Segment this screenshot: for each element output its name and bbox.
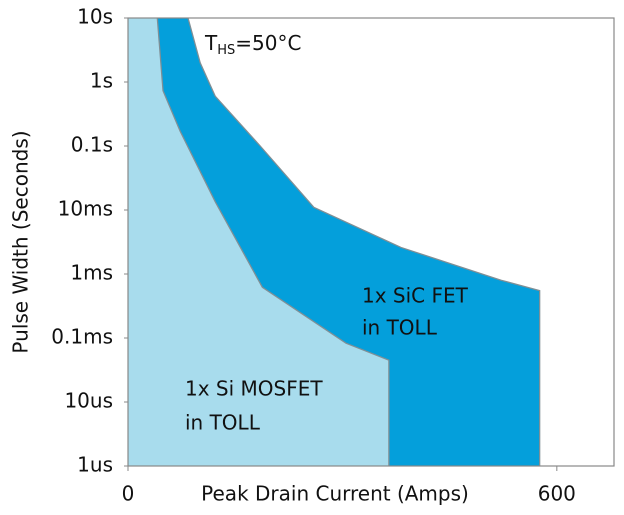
- y-tick-label: 10s: [77, 5, 113, 29]
- y-tick-label: 0.1s: [71, 133, 113, 157]
- sic-label: 1x SiC FET: [362, 284, 469, 308]
- annotation-subscript: HS: [217, 43, 235, 58]
- y-tick-label: 1s: [90, 69, 113, 93]
- y-tick-label: 1ms: [70, 261, 113, 285]
- sic-label: in TOLL: [362, 316, 438, 340]
- annotation-text: =50°C: [235, 31, 301, 55]
- plot-frame: [127, 17, 615, 467]
- x-tick-label: 0: [122, 482, 135, 506]
- x-tick-label: 600: [538, 482, 576, 506]
- annotation-text: T: [204, 31, 218, 55]
- area-boundary: [187, 17, 541, 466]
- plot-area: [128, 17, 541, 466]
- si-label: in TOLL: [185, 411, 261, 435]
- si-label: 1x Si MOSFET: [185, 377, 323, 401]
- area-boundary: [156, 17, 390, 466]
- y-tick-label: 1us: [77, 453, 113, 477]
- condition-annotation: THS=50°C: [204, 31, 301, 58]
- y-axis-title: Pulse Width (Seconds): [9, 130, 33, 353]
- y-tick-label: 10us: [64, 389, 113, 413]
- x-axis-title: Peak Drain Current (Amps): [201, 482, 469, 506]
- area-fill: [128, 18, 389, 466]
- y-tick-label: 10ms: [58, 197, 113, 221]
- y-tick-label: 0.1ms: [51, 325, 113, 349]
